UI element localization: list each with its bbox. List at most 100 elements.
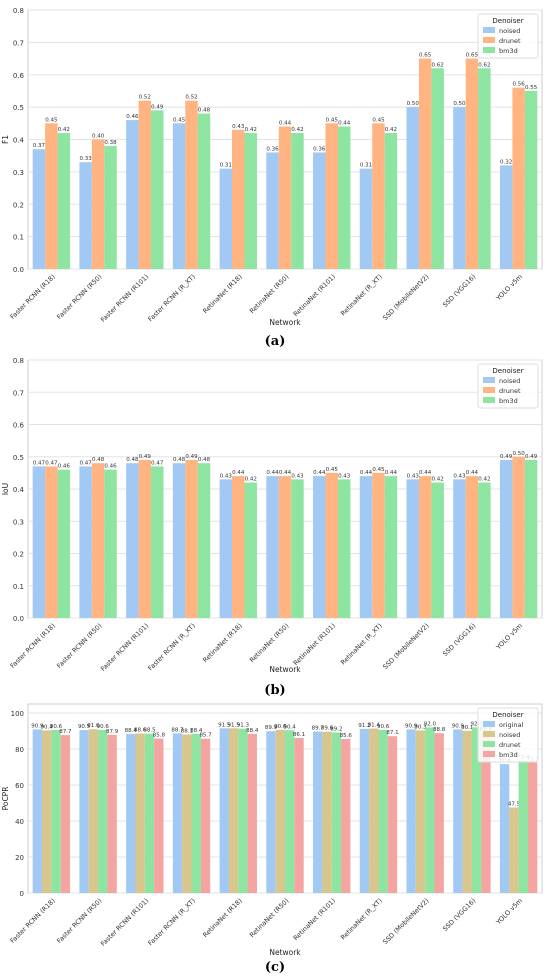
bar (291, 479, 303, 618)
data-label: 0.43 (407, 473, 420, 479)
chart-panel-c: 0 20 40 60 80 100 90.9 90.5 88.4 88.7 91.5 89.9 89.7… (0, 700, 550, 962)
data-label: 0.50 (513, 451, 526, 457)
data-label: 87.7 (59, 729, 72, 735)
y-tick-label: 0 (20, 890, 24, 898)
bar (279, 127, 291, 269)
data-label: 0.65 (466, 53, 479, 59)
legend-swatch (483, 37, 495, 43)
bar (313, 476, 325, 618)
legend-swatch (483, 377, 495, 383)
bar (453, 729, 462, 893)
x-tick-label: RetinaNet (R101) (292, 273, 337, 318)
bar (245, 133, 257, 269)
bar (145, 734, 154, 893)
bar (419, 59, 431, 269)
bar (154, 739, 163, 893)
bar (322, 732, 331, 893)
y-tick-label: 0.8 (13, 357, 24, 365)
bar (525, 91, 537, 269)
bar (360, 729, 369, 893)
bar (478, 68, 490, 269)
bar (463, 731, 472, 893)
bar (369, 728, 378, 893)
data-label: 0.44 (360, 470, 373, 476)
bar (500, 460, 512, 618)
bar (360, 169, 372, 269)
data-label: 0.45 (372, 467, 385, 473)
bar (45, 123, 57, 269)
y-tick-label: 0.0 (13, 615, 24, 623)
x-axis-label: Network (269, 665, 301, 674)
bar (173, 123, 185, 269)
bar (79, 466, 91, 618)
data-label: 0.44 (338, 121, 351, 127)
y-tick-label: 80 (15, 746, 24, 754)
y-tick-label: 0.4 (13, 486, 25, 494)
y-tick-label: 0.2 (13, 201, 24, 209)
data-label: 0.44 (419, 470, 432, 476)
data-label: 0.36 (266, 146, 279, 152)
data-label: 0.48 (198, 457, 211, 463)
data-label: 0.45 (173, 117, 186, 123)
x-tick-label: SSD (VGG16) (441, 622, 477, 658)
data-label: 0.44 (266, 470, 279, 476)
panel-label-b: (b) (0, 683, 550, 698)
data-label: 0.65 (419, 53, 432, 59)
x-axis-label: Network (269, 318, 301, 327)
bar (276, 730, 285, 893)
x-tick-label: RetinaNet (R18) (201, 897, 243, 939)
data-label: 0.44 (279, 470, 292, 476)
data-label: 0.47 (80, 460, 93, 466)
data-label: 0.43 (291, 473, 304, 479)
data-label: 0.42 (291, 127, 303, 133)
bar (435, 733, 444, 893)
bar (466, 476, 478, 618)
x-axis-label: Network (269, 948, 301, 957)
bar (500, 165, 512, 269)
legend-swatch (483, 731, 495, 737)
y-tick-label: 0.5 (13, 454, 24, 462)
bar (45, 466, 57, 618)
bar (378, 730, 387, 893)
data-label: 89.2 (330, 726, 342, 732)
bar (98, 730, 107, 893)
x-tick-label: Faster RCNN (R18) (9, 622, 57, 670)
y-tick-label: 20 (15, 854, 24, 862)
data-label: 0.48 (198, 108, 211, 114)
x-tick-label: SSD (MobileNetV2) (381, 622, 430, 671)
bar (406, 107, 418, 269)
chart-panel-a: 0.0 0.1 0.2 0.3 0.4 0.5 0.6 0.7 0.8 0.37 0.33 0.46 0… (0, 0, 550, 332)
bar (425, 727, 434, 893)
y-axis-label: IoU (1, 483, 10, 495)
bar (519, 761, 528, 893)
bar (238, 729, 247, 893)
bar (182, 734, 191, 893)
x-tick-label: YOLO v5m (494, 897, 524, 927)
data-label: 0.48 (126, 457, 139, 463)
x-tick-label: Faster RCNN (R18) (9, 273, 57, 321)
bar (291, 133, 303, 269)
data-label: 0.43 (453, 473, 466, 479)
legend-swatch (483, 47, 495, 53)
bar (58, 470, 70, 618)
bar (512, 88, 524, 269)
bar (525, 460, 537, 618)
data-label: 0.43 (232, 124, 245, 130)
bar (232, 130, 244, 269)
bar (173, 733, 182, 893)
bar (173, 463, 185, 618)
data-label: 0.46 (104, 464, 117, 470)
data-label: 86.1 (293, 732, 305, 738)
bar (313, 152, 325, 269)
bar (325, 123, 337, 269)
y-tick-label: 0.3 (13, 169, 24, 177)
y-tick-label: 0.6 (13, 422, 25, 430)
legend-entry: bm3d (499, 47, 518, 55)
y-axis-label: F1 (1, 135, 10, 144)
data-label: 0.48 (173, 457, 186, 463)
data-label: 0.40 (92, 134, 105, 140)
bar (135, 734, 144, 893)
data-label: 0.47 (151, 460, 164, 466)
bar (201, 739, 210, 893)
y-tick-label: 0.3 (13, 518, 24, 526)
